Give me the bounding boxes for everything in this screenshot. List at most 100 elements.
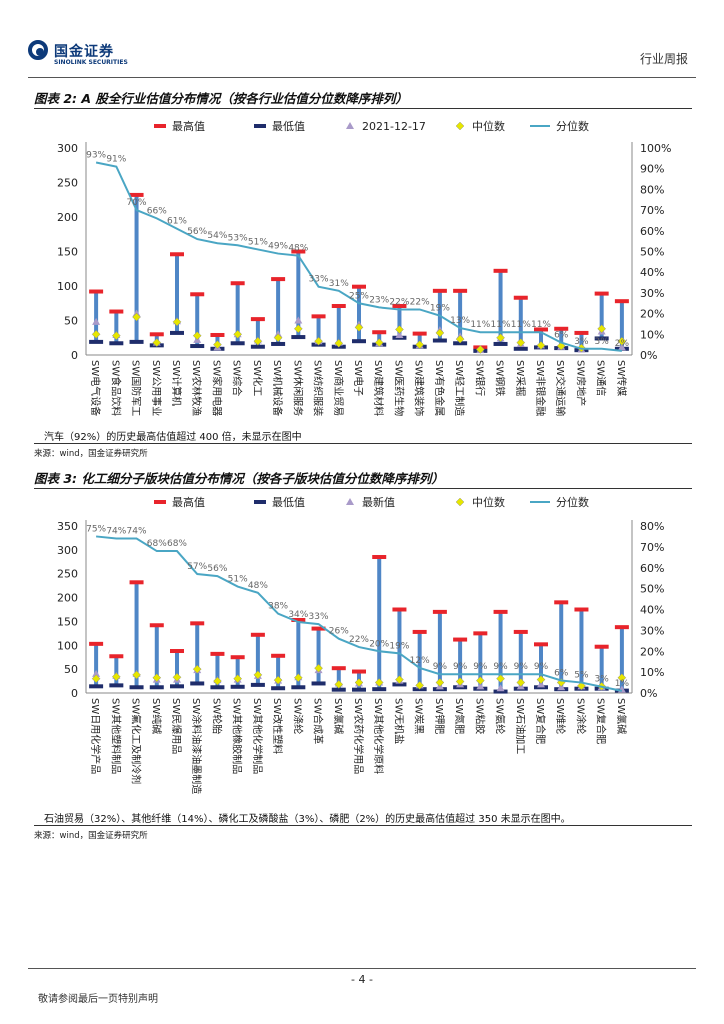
min-marker (291, 335, 306, 340)
sinolink-logo-icon (28, 40, 48, 60)
category-label: SW纯碱 (150, 698, 163, 734)
min-marker (170, 684, 184, 689)
max-marker (372, 555, 387, 560)
percentile-label: 9% (453, 662, 468, 672)
min-marker (352, 339, 366, 344)
figure-2-bottom-rule (34, 443, 692, 444)
range-bar (498, 611, 503, 692)
figure-2-title: 图表 2: A 股全行业估值分布情况（按各行业估值分位数降序排列） (34, 91, 408, 106)
percentile-label: 20% (369, 639, 389, 649)
median-marker (374, 678, 384, 687)
range-bar (539, 644, 543, 688)
y2-tick-label: 20% (640, 645, 664, 658)
category-label: SW医药生物 (392, 360, 405, 416)
min-marker (271, 686, 286, 691)
y-tick-label: 250 (57, 177, 78, 190)
median-marker (132, 670, 141, 680)
median-marker (111, 331, 121, 341)
latest-marker (476, 682, 485, 690)
range-bar (134, 194, 139, 342)
max-marker (149, 332, 164, 337)
percentile-label: 12% (410, 656, 430, 666)
percentile-label: 19% (389, 641, 409, 651)
category-label: SW家用电器 (210, 360, 223, 416)
range-bar (134, 582, 139, 688)
category-label: SW电子 (352, 360, 365, 396)
max-marker (594, 644, 609, 649)
min-marker (372, 687, 387, 692)
y-tick-label: 300 (57, 544, 78, 557)
max-marker (170, 649, 184, 654)
category-label: SW无机盐 (392, 698, 405, 744)
range-bar (619, 301, 624, 349)
range-bar (599, 646, 604, 689)
max-marker (291, 617, 306, 622)
y2-tick-label: 20% (640, 308, 664, 321)
min-marker (493, 689, 508, 694)
range-bar (539, 329, 543, 348)
median-marker (354, 678, 364, 687)
max-marker (412, 629, 427, 634)
y-tick-label: 300 (57, 142, 78, 155)
median-marker (233, 329, 243, 339)
category-label: SW其他化学原料 (372, 698, 385, 774)
percentile-label: 91% (106, 155, 126, 165)
max-marker (473, 631, 488, 636)
max-marker (230, 281, 245, 286)
median-marker (516, 678, 526, 687)
max-marker (271, 653, 286, 658)
logo-chinese-name: 国金证券 (54, 44, 114, 60)
max-marker (513, 295, 528, 300)
max-marker (331, 666, 346, 671)
percentile-label: 93% (86, 150, 106, 160)
max-marker (271, 277, 286, 282)
range-bar (417, 333, 422, 347)
legend-label: 最高值 (172, 119, 205, 133)
percentile-label: 22% (349, 635, 369, 645)
percentile-label: 1% (615, 679, 630, 689)
category-label: SW农药化学用品 (352, 698, 365, 774)
percentile-label: 34% (288, 610, 308, 620)
max-marker (453, 288, 468, 293)
y-tick-label: 50 (64, 663, 78, 676)
range-bar (296, 251, 301, 338)
figure-2-source: 来源：wind，国金证券研究所 (34, 449, 148, 459)
median-marker (152, 338, 162, 347)
median-marker (192, 331, 202, 341)
percentile-label: 11% (470, 320, 490, 330)
range-bar (195, 294, 200, 347)
median-marker (273, 333, 283, 343)
percentile-label: 56% (207, 564, 227, 574)
max-marker (493, 609, 508, 614)
category-label: SW钾肥 (433, 698, 446, 734)
percentile-label: 66% (147, 206, 167, 216)
min-marker (170, 330, 184, 335)
category-label: SW银行 (473, 360, 486, 396)
y2-tick-label: 90% (640, 163, 664, 176)
max-marker (89, 641, 104, 646)
legend-median-swatch (455, 497, 465, 507)
percentile-label: 57% (187, 562, 207, 572)
report-type-label: 行业周报 (639, 52, 688, 66)
category-label: SW农林牧渔 (190, 360, 203, 416)
range-bar (154, 625, 159, 688)
percentile-label: 5% (574, 671, 589, 681)
percentile-label: 53% (228, 233, 248, 243)
range-bar (559, 602, 564, 690)
range-bar (397, 609, 402, 685)
category-label: SW有色金属 (433, 360, 446, 416)
percentile-label: 22% (389, 297, 409, 307)
legend-median-swatch (455, 121, 465, 131)
legend-label: 最低值 (272, 120, 305, 133)
y-tick-label: 200 (57, 592, 78, 605)
median-marker (111, 672, 121, 682)
max-marker (534, 327, 548, 332)
category-label: SW休闲服务 (291, 360, 304, 416)
figure-2-chart: 最高值 最低值 2021-12-17 中位数 分位数 0 50 100 150 200 250 300… (57, 119, 671, 416)
max-marker (574, 607, 589, 612)
median-marker (273, 675, 283, 685)
y-tick-label: 150 (57, 615, 78, 628)
range-bar (316, 316, 321, 345)
range-bar (357, 286, 361, 342)
legend-min-swatch (254, 124, 266, 128)
